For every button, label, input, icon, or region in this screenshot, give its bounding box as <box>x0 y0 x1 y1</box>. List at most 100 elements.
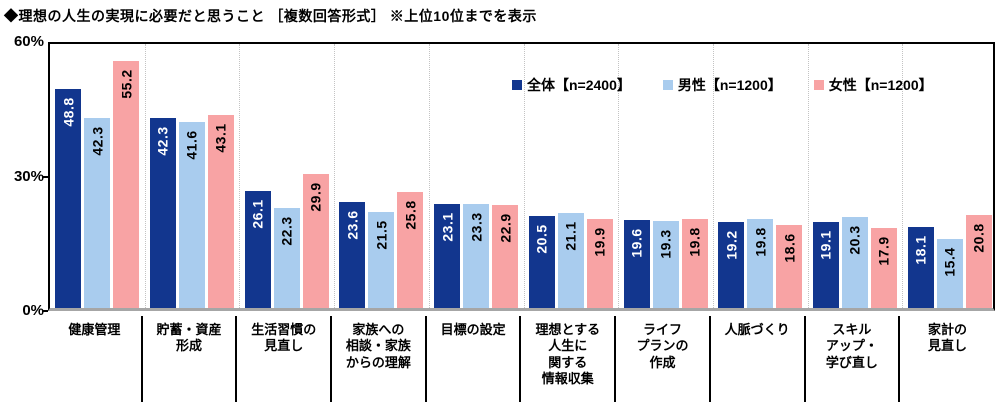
bar-value-label: 25.8 <box>402 200 419 230</box>
y-tick-label-30: 30% <box>13 168 44 185</box>
bar-series0-cat8: 19.1 <box>812 222 839 308</box>
bar-value-label: 22.3 <box>278 216 295 246</box>
bar-series2-cat2: 29.9 <box>302 173 329 308</box>
category-label: 生活習慣の 見直し <box>237 316 333 402</box>
bar-value-label: 19.6 <box>628 228 645 258</box>
bar-series1-cat4: 23.3 <box>463 203 490 308</box>
category-label: 目標の設定 <box>427 316 522 402</box>
bar-value-label: 26.1 <box>249 199 266 229</box>
category-separator-gridline <box>618 44 620 308</box>
bar-value-label: 41.6 <box>184 129 201 160</box>
bar-value-label: 19.3 <box>657 229 674 260</box>
bar-value-label-wrap: 42.3 <box>150 118 176 164</box>
category-label: 理想とする 人生に 関する 情報収集 <box>521 316 617 402</box>
category-label: ライフ プランの 作成 <box>616 316 711 402</box>
bar-series2-cat8: 17.9 <box>870 227 897 308</box>
category-separator-gridline <box>807 44 809 308</box>
bar-value-label: 20.5 <box>533 224 550 254</box>
bar-value-label-wrap: 23.1 <box>434 204 460 250</box>
bar-value-label-wrap: 42.3 <box>84 118 110 164</box>
bar-value-label: 19.8 <box>686 227 703 257</box>
category-separator-gridline <box>428 44 430 308</box>
bar-value-label-wrap: 19.8 <box>682 219 708 265</box>
legend-label-female: 女性【n=1200】 <box>828 77 933 93</box>
bar-value-label: 55.2 <box>118 68 135 99</box>
bar-value-label: 42.3 <box>155 126 172 156</box>
bar-series2-cat5: 19.9 <box>586 218 613 308</box>
bar-series1-cat0: 42.3 <box>84 118 111 308</box>
bar-value-label: 22.9 <box>497 213 514 243</box>
bar-series1-cat1: 41.6 <box>179 121 206 308</box>
category-separator-gridline <box>239 44 241 308</box>
bar-value-label-wrap: 43.1 <box>208 115 234 161</box>
bar-series1-cat8: 20.3 <box>841 217 868 308</box>
legend-swatch-male-icon <box>662 80 673 90</box>
bar-value-label-wrap: 15.4 <box>937 239 963 285</box>
chart-legend: 全体【n=2400】 男性【n=1200】 女性【n=1200】 <box>512 75 933 95</box>
bar-value-label-wrap: 20.3 <box>842 217 868 263</box>
category-label: 貯蓄・資産 形成 <box>143 316 238 402</box>
bar-value-label-wrap: 22.3 <box>274 208 300 254</box>
y-tick-label-0: 0% <box>22 302 44 319</box>
category-label: 家族への 相談・家族 からの理解 <box>332 316 427 402</box>
bar-series2-cat1: 43.1 <box>208 114 235 308</box>
bar-value-label: 18.6 <box>781 233 798 263</box>
bar-value-label: 15.4 <box>941 247 958 277</box>
bar-value-label-wrap: 20.5 <box>529 216 555 262</box>
bar-series1-cat5: 21.1 <box>557 213 584 308</box>
bar-value-label-wrap: 25.8 <box>397 192 423 238</box>
bar-value-label-wrap: 18.1 <box>908 227 934 273</box>
bar-series0-cat0: 48.8 <box>55 89 82 308</box>
bar-series1-cat2: 22.3 <box>273 208 300 308</box>
bar-value-label: 42.3 <box>89 126 106 156</box>
chart-title: ◆理想の人生の実現に必要だと思うこと ［複数回答形式］ ※上位10位までを表示 <box>4 8 537 24</box>
bar-series1-cat6: 19.3 <box>652 221 679 308</box>
bar-series1-cat3: 21.5 <box>368 211 395 308</box>
bar-value-label-wrap: 20.8 <box>966 215 992 261</box>
y-tick-mark-0 <box>42 310 48 312</box>
bar-value-label: 29.9 <box>307 182 324 212</box>
bar-value-label-wrap: 17.9 <box>871 228 897 274</box>
category-separator-gridline <box>144 44 146 308</box>
legend-label-total: 全体【n=2400】 <box>527 77 631 93</box>
bar-value-label: 19.1 <box>817 230 834 260</box>
bar-value-label-wrap: 19.1 <box>813 222 839 268</box>
bar-series1-cat9: 15.4 <box>936 238 963 308</box>
legend-label-male: 男性【n=1200】 <box>677 77 782 93</box>
bar-series2-cat3: 25.8 <box>397 192 424 308</box>
legend-item-total: 全体【n=2400】 <box>512 75 631 95</box>
y-tick-mark-30 <box>42 176 48 178</box>
bar-value-label: 19.8 <box>752 227 769 257</box>
bar-value-label: 19.2 <box>723 230 740 260</box>
y-tick-label-60: 60% <box>13 33 44 50</box>
bar-value-label: 20.3 <box>846 225 863 255</box>
bar-value-label-wrap: 29.9 <box>303 174 329 220</box>
legend-swatch-total-icon <box>512 80 522 90</box>
bar-series0-cat3: 23.6 <box>339 202 366 308</box>
bar-value-label: 21.5 <box>373 219 390 250</box>
bar-series2-cat0: 55.2 <box>113 60 140 308</box>
category-separator-gridline <box>712 44 714 308</box>
category-label: 家計の 見直し <box>928 322 968 354</box>
x-axis-category-labels: 健康管理 貯蓄・資産 形成 生活習慣の 見直し 家族への 相談・家族 からの理解 目標の… <box>48 316 995 402</box>
bar-value-label: 48.8 <box>60 97 77 127</box>
bar-value-label-wrap: 26.1 <box>245 191 271 237</box>
legend-swatch-female-icon <box>813 80 824 90</box>
bar-series2-cat4: 22.9 <box>492 205 519 308</box>
bar-series0-cat4: 23.1 <box>434 204 461 308</box>
bar-value-label-wrap: 55.2 <box>113 61 139 107</box>
bar-series2-cat6: 19.8 <box>681 219 708 308</box>
bar-value-label-wrap: 18.6 <box>776 225 802 271</box>
bar-value-label: 23.6 <box>344 210 361 240</box>
bar-value-label: 19.9 <box>591 227 608 257</box>
category-separator-gridline <box>523 44 525 308</box>
bar-series0-cat5: 20.5 <box>528 216 555 308</box>
plot-area: 全体【n=2400】 男性【n=1200】 女性【n=1200】 48.8 42.… <box>48 42 995 311</box>
bar-series0-cat9: 18.1 <box>907 226 934 308</box>
category-label: 健康管理 <box>48 316 143 402</box>
bar-value-label-wrap: 41.6 <box>179 122 205 168</box>
bar-series0-cat2: 26.1 <box>244 191 271 308</box>
category-label: 人脈づくり <box>711 316 806 402</box>
bar-value-label: 17.9 <box>875 236 892 266</box>
bar-value-label: 20.8 <box>970 223 987 253</box>
